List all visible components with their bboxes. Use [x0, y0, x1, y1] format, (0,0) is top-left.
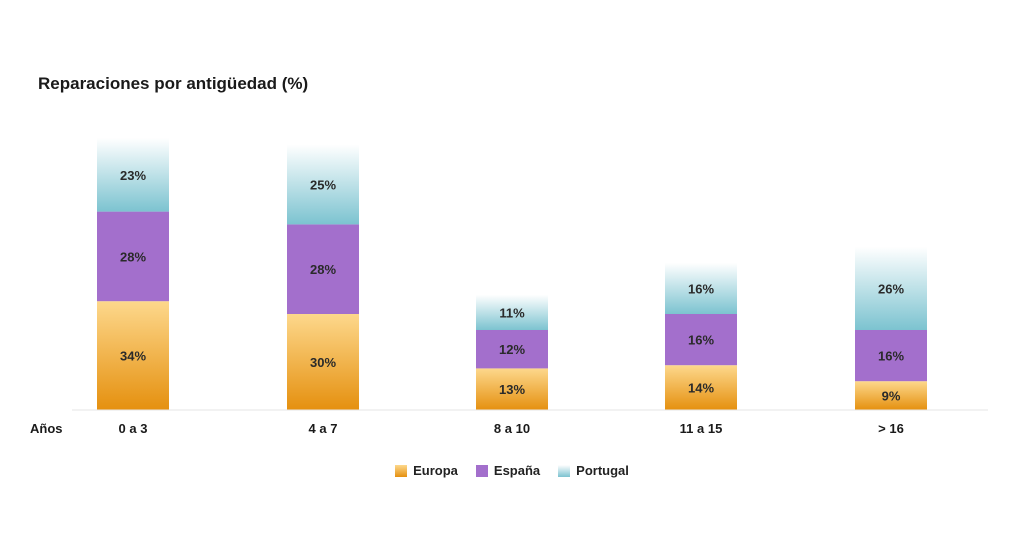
- legend-item-portugal: Portugal: [558, 463, 629, 478]
- x-tick-label-8-a-10: 8 a 10: [494, 421, 530, 436]
- data-label-portugal--16: 26%: [878, 281, 904, 296]
- bar-espana--16: [855, 330, 927, 382]
- bar-portugal-4-a-7: [287, 144, 359, 225]
- legend-label: Portugal: [576, 463, 629, 478]
- x-tick-label--16: > 16: [878, 421, 904, 436]
- bar-portugal-0-a-3: [97, 138, 169, 212]
- bar-portugal-8-a-10: [476, 294, 548, 330]
- data-label-espana-0-a-3: 28%: [120, 249, 146, 264]
- data-label-portugal-8-a-10: 11%: [499, 305, 525, 320]
- bar-europa-11-a-15: [665, 365, 737, 410]
- bar-europa--16: [855, 381, 927, 410]
- bar-espana-11-a-15: [665, 314, 737, 366]
- bar-europa-8-a-10: [476, 368, 548, 410]
- data-label-portugal-0-a-3: 23%: [120, 168, 146, 183]
- legend-swatch-espana: [475, 464, 488, 477]
- data-label-espana-8-a-10: 12%: [499, 342, 525, 357]
- legend-item-europa: Europa: [395, 463, 458, 478]
- data-label-europa-8-a-10: 13%: [499, 382, 525, 397]
- x-axis-label: Años: [30, 421, 63, 436]
- legend-item-espana: España: [475, 463, 541, 478]
- bar-espana-8-a-10: [476, 330, 548, 369]
- data-label-portugal-11-a-15: 16%: [688, 281, 714, 296]
- bar-europa-4-a-7: [287, 314, 359, 410]
- legend-swatch-portugal: [558, 464, 571, 477]
- data-label-europa-11-a-15: 14%: [688, 381, 714, 396]
- legend-label: Europa: [413, 463, 458, 478]
- data-label-espana-11-a-15: 16%: [688, 333, 714, 348]
- legend: Europa España Portugal: [0, 463, 1024, 478]
- x-tick-label-11-a-15: 11 a 15: [680, 421, 723, 436]
- bar-espana-0-a-3: [97, 211, 169, 302]
- data-label-espana--16: 16%: [878, 349, 904, 364]
- data-label-europa-0-a-3: 34%: [120, 349, 146, 364]
- data-label-europa-4-a-7: 30%: [310, 355, 336, 370]
- data-label-portugal-4-a-7: 25%: [310, 177, 336, 192]
- chart-title: Reparaciones por antigüedad (%): [38, 74, 309, 93]
- data-label-espana-4-a-7: 28%: [310, 262, 336, 277]
- bar-portugal--16: [855, 246, 927, 330]
- x-tick-label-0-a-3: 0 a 3: [119, 421, 148, 436]
- x-tick-label-4-a-7: 4 a 7: [309, 421, 338, 436]
- bar-europa-0-a-3: [97, 301, 169, 410]
- legend-label: España: [493, 463, 541, 478]
- legend-swatch-europa: [395, 464, 408, 477]
- bar-espana-4-a-7: [287, 224, 359, 314]
- bar-portugal-11-a-15: [665, 262, 737, 314]
- data-label-europa--16: 9%: [882, 389, 901, 404]
